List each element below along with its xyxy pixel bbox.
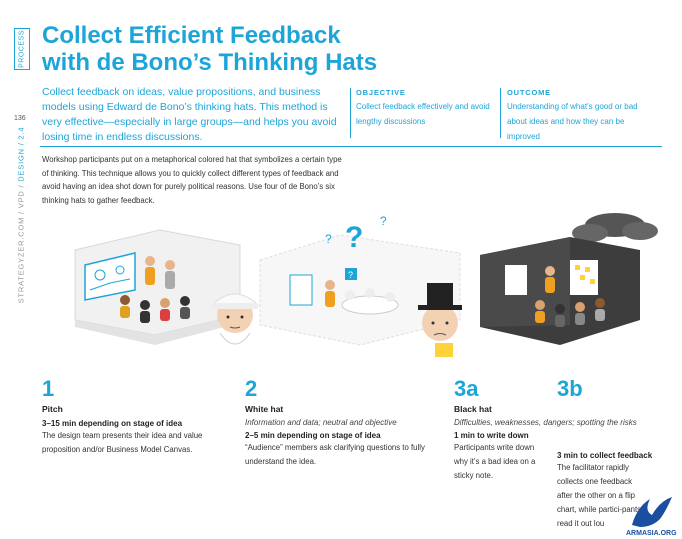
step-time: 2–5 min depending on stage of idea — [245, 431, 381, 440]
svg-text:?: ? — [325, 232, 332, 246]
step-time: 3 min to collect feedback — [557, 451, 653, 460]
step-2: 2 White hat Information and data; neutra… — [245, 376, 435, 469]
header-rule — [40, 146, 662, 147]
step-1: 1 Pitch 3–15 min depending on stage of i… — [42, 376, 232, 457]
breadcrumb-current: DESIGN / 2.4 — [16, 126, 26, 182]
illustration: ? ? ? ? — [74, 213, 658, 357]
outcome-block: OUTCOME Understanding of what’s good or … — [507, 88, 657, 144]
outcome-label: OUTCOME — [507, 88, 551, 97]
step-subtitle: Difficulties, weaknesses, dangers; spott… — [454, 418, 637, 427]
step-number: 1 — [42, 376, 55, 401]
objective-text: Collect feedback effectively and avoid l… — [356, 102, 490, 126]
title-line-2: with de Bono’s Thinking Hats — [42, 49, 378, 76]
svg-text:?: ? — [348, 270, 353, 280]
intro-text: Collect feedback on ideas, value proposi… — [42, 86, 337, 143]
step-number: 3a — [454, 376, 479, 401]
svg-text:?: ? — [380, 214, 387, 228]
objective-label: OBJECTIVE — [356, 88, 406, 97]
step-name: Pitch — [42, 404, 63, 414]
black-hat-face-icon — [418, 283, 462, 357]
black-hat-room-illustration — [480, 213, 658, 345]
watermark-text: ARMASIA.ORG — [626, 530, 677, 537]
watermark-logo: ARMASIA.ORG — [626, 497, 677, 537]
step-3b: 3b 3 min to collect feedback The facilit… — [557, 376, 667, 531]
step-text: “Audience” members ask clarifying questi… — [245, 443, 425, 466]
section-tab-label: PROCESS — [18, 30, 26, 68]
breadcrumb: STRATEGYZER.COM / VPD / DESIGN / 2.4 — [14, 127, 28, 304]
step-time: 1 min to write down — [454, 431, 529, 440]
step-time: 3–15 min depending on stage of idea — [42, 419, 183, 428]
step-text: The design team presents their idea and … — [42, 431, 203, 454]
step-name: White hat — [245, 404, 284, 414]
workshop-description: Workshop participants put on a metaphori… — [42, 155, 342, 205]
step-subtitle: Information and data; neutral and object… — [245, 418, 397, 427]
pitch-room-illustration — [74, 229, 241, 345]
step-3a: 3a Black hat Difficulties, weaknesses, d… — [454, 376, 669, 483]
breadcrumb-prefix: STRATEGYZER.COM / VPD / — [16, 181, 26, 304]
step-text: Participants write down why it’s a bad i… — [454, 443, 536, 480]
page-number: 136 — [14, 115, 26, 122]
white-hat-room-illustration: ? ? ? ? — [259, 214, 461, 346]
svg-text:?: ? — [345, 221, 363, 254]
step-number: 3b — [557, 376, 583, 401]
white-hat-face-icon — [210, 293, 260, 345]
page-title: Collect Efficient Feedback with de Bono’… — [42, 22, 482, 76]
step-name: Black hat — [454, 404, 492, 414]
outcome-text: Understanding of what’s good or bad abou… — [507, 102, 638, 141]
step-text: The facilitator rapidly collects one fee… — [557, 463, 642, 528]
column-divider — [500, 88, 501, 138]
objective-block: OBJECTIVE Collect feedback effectively a… — [356, 88, 496, 129]
column-divider — [350, 88, 351, 138]
step-number: 2 — [245, 376, 258, 401]
title-line-1: Collect Efficient Feedback — [42, 22, 341, 49]
section-tab: PROCESS — [14, 28, 30, 70]
